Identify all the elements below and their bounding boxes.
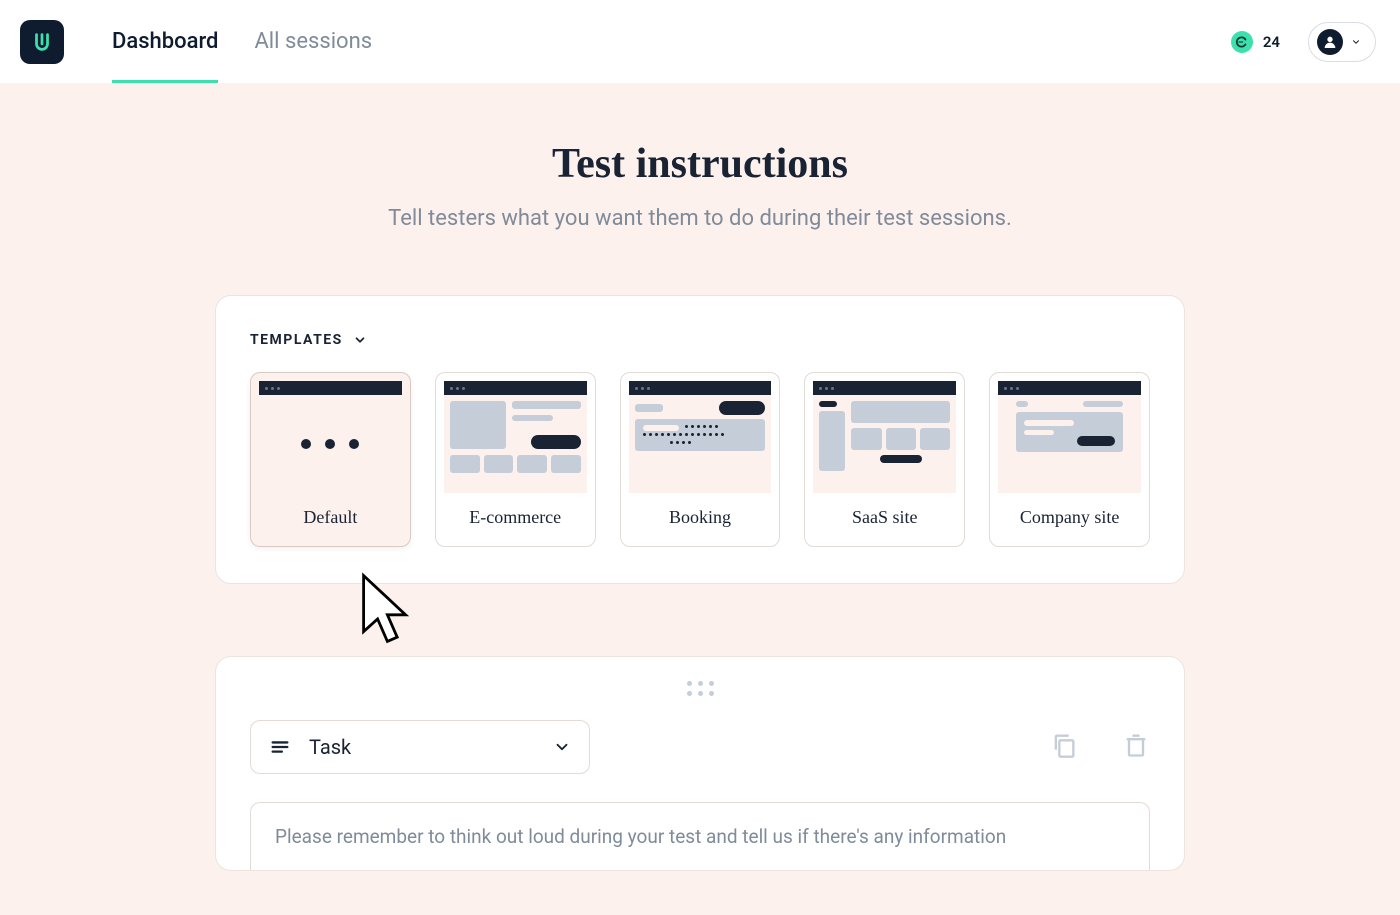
page-subtitle: Tell testers what you want them to do du… (0, 206, 1400, 231)
avatar-icon (1317, 29, 1343, 55)
templates-card: TEMPLATES Default (215, 295, 1185, 584)
template-label: Booking (669, 507, 731, 528)
profile-menu[interactable] (1308, 22, 1376, 62)
template-label: Default (303, 507, 357, 528)
task-textarea[interactable]: Please remember to think out loud during… (250, 802, 1150, 870)
task-type-select[interactable]: Task (250, 720, 590, 774)
chevron-down-icon (1351, 37, 1361, 47)
main-content: Test instructions Tell testers what you … (0, 84, 1400, 915)
template-thumb (629, 381, 772, 493)
logo-icon (31, 31, 53, 53)
template-ecommerce[interactable]: E-commerce (435, 372, 596, 547)
tab-all-sessions[interactable]: All sessions (254, 0, 372, 83)
template-row: Default (250, 372, 1150, 547)
task-action-icons (1050, 731, 1150, 763)
chevron-down-icon (353, 333, 367, 347)
drag-handle[interactable] (250, 681, 1150, 696)
list-icon (269, 736, 291, 758)
template-default[interactable]: Default (250, 372, 411, 547)
task-card: Task Please remember to think out loud d… (215, 656, 1185, 871)
nav-right: 24 (1231, 22, 1376, 62)
credits-badge[interactable]: 24 (1231, 31, 1280, 53)
credits-icon (1231, 31, 1253, 53)
delete-button[interactable] (1122, 731, 1150, 763)
chevron-down-icon (553, 738, 571, 756)
template-booking[interactable]: Booking (620, 372, 781, 547)
task-type-label: Task (309, 735, 351, 759)
template-thumb (444, 381, 587, 493)
top-nav: Dashboard All sessions 24 (0, 0, 1400, 84)
template-label: SaaS site (852, 507, 918, 528)
page-title: Test instructions (0, 140, 1400, 188)
copy-button[interactable] (1050, 731, 1078, 763)
nav-tabs: Dashboard All sessions (112, 0, 372, 83)
template-thumb (998, 381, 1141, 493)
template-label: E-commerce (469, 507, 561, 528)
template-saas[interactable]: SaaS site (804, 372, 965, 547)
task-row: Task (250, 720, 1150, 774)
tab-dashboard[interactable]: Dashboard (112, 0, 218, 83)
templates-dropdown[interactable]: TEMPLATES (250, 332, 1150, 348)
template-company[interactable]: Company site (989, 372, 1150, 547)
templates-header-label: TEMPLATES (250, 332, 343, 348)
template-label: Company site (1020, 507, 1120, 528)
app-logo[interactable] (20, 20, 64, 64)
template-thumb (813, 381, 956, 493)
credits-count: 24 (1263, 33, 1280, 51)
template-thumb (259, 381, 402, 493)
